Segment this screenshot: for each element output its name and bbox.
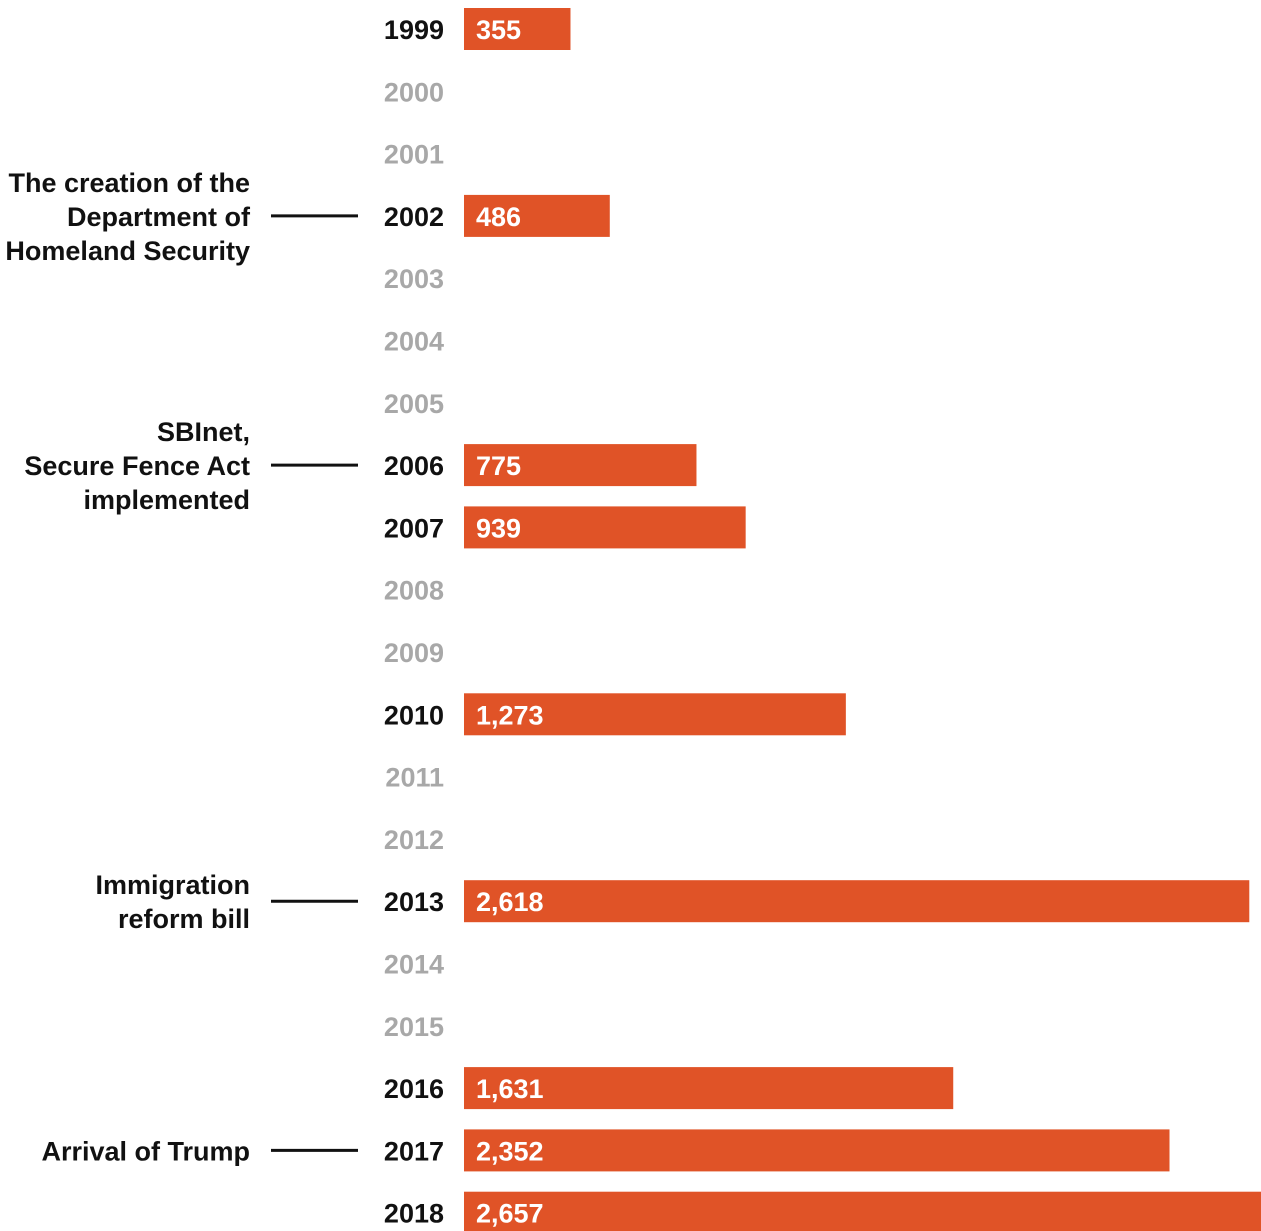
bar-2010 (464, 693, 846, 736)
year-label-2007: 2007 (384, 513, 444, 543)
bar-value-label-2007: 939 (476, 513, 521, 543)
bars: 355 486 775 939 1,273 2,618 1,631 2,352 2,657 (464, 8, 1261, 1231)
annotation-text-2006-line-2: Secure Fence Act (24, 451, 250, 481)
year-label-2005: 2005 (384, 389, 444, 419)
annotations: The creation of the Department of Homeland… (5, 168, 358, 1166)
annotation-2013: Immigration reform bill (95, 870, 358, 934)
year-label-2000: 2000 (384, 77, 444, 107)
annotation-text-2006-line-3: implemented (83, 485, 250, 515)
year-label-1999: 1999 (384, 15, 444, 45)
year-label-2008: 2008 (384, 576, 444, 606)
year-label-2003: 2003 (384, 264, 444, 294)
year-label-2016: 2016 (384, 1074, 444, 1104)
bar-value-label-1999: 355 (476, 15, 521, 45)
bar-2007 (464, 506, 746, 549)
annotation-text-2013-line-1: Immigration (95, 870, 250, 900)
year-label-2001: 2001 (384, 140, 444, 170)
year-label-2018: 2018 (384, 1199, 444, 1229)
bar-value-label-2010: 1,273 (476, 700, 544, 730)
bar-value-label-2002: 486 (476, 202, 521, 232)
annotation-2006: SBInet, Secure Fence Act implemented (24, 417, 358, 515)
annotation-text-2017-line-1: Arrival of Trump (41, 1136, 250, 1166)
bar-2002 (464, 194, 610, 237)
year-label-2014: 2014 (384, 950, 444, 980)
bar-2016 (464, 1067, 954, 1110)
bar-2013 (464, 880, 1250, 923)
annotation-2017: Arrival of Trump (41, 1136, 358, 1166)
year-label-2004: 2004 (384, 327, 444, 357)
year-label-2006: 2006 (384, 451, 444, 481)
year-label-2015: 2015 (384, 1012, 444, 1042)
annotation-text-2002-line-2: Department of (67, 202, 251, 232)
bar-2018 (464, 1191, 1261, 1231)
year-label-2012: 2012 (384, 825, 444, 855)
bar-value-label-2006: 775 (476, 451, 521, 481)
year-label-2002: 2002 (384, 202, 444, 232)
bar-value-label-2013: 2,618 (476, 887, 544, 917)
year-axis-labels: 1999 2000 2001 2002 2003 2004 2005 2006 2007 2008… (384, 15, 444, 1229)
bar-value-label-2017: 2,352 (476, 1136, 544, 1166)
annotation-text-2013-line-2: reform bill (118, 904, 250, 934)
year-label-2009: 2009 (384, 638, 444, 668)
annotation-text-2002-line-3: Homeland Security (5, 236, 250, 266)
year-label-2017: 2017 (384, 1136, 444, 1166)
bar-value-label-2018: 2,657 (476, 1199, 544, 1229)
year-label-2013: 2013 (384, 887, 444, 917)
annotation-2002: The creation of the Department of Homeland… (5, 168, 358, 266)
year-label-2011: 2011 (385, 763, 444, 793)
bar-1999 (464, 8, 571, 50)
year-label-2010: 2010 (384, 700, 444, 730)
bar-2006 (464, 444, 697, 487)
annotation-text-2002-line-1: The creation of the (8, 168, 250, 198)
bar-2017 (464, 1129, 1170, 1172)
bar-value-label-2016: 1,631 (476, 1074, 544, 1104)
annotation-text-2006-line-1: SBInet, (157, 417, 250, 447)
